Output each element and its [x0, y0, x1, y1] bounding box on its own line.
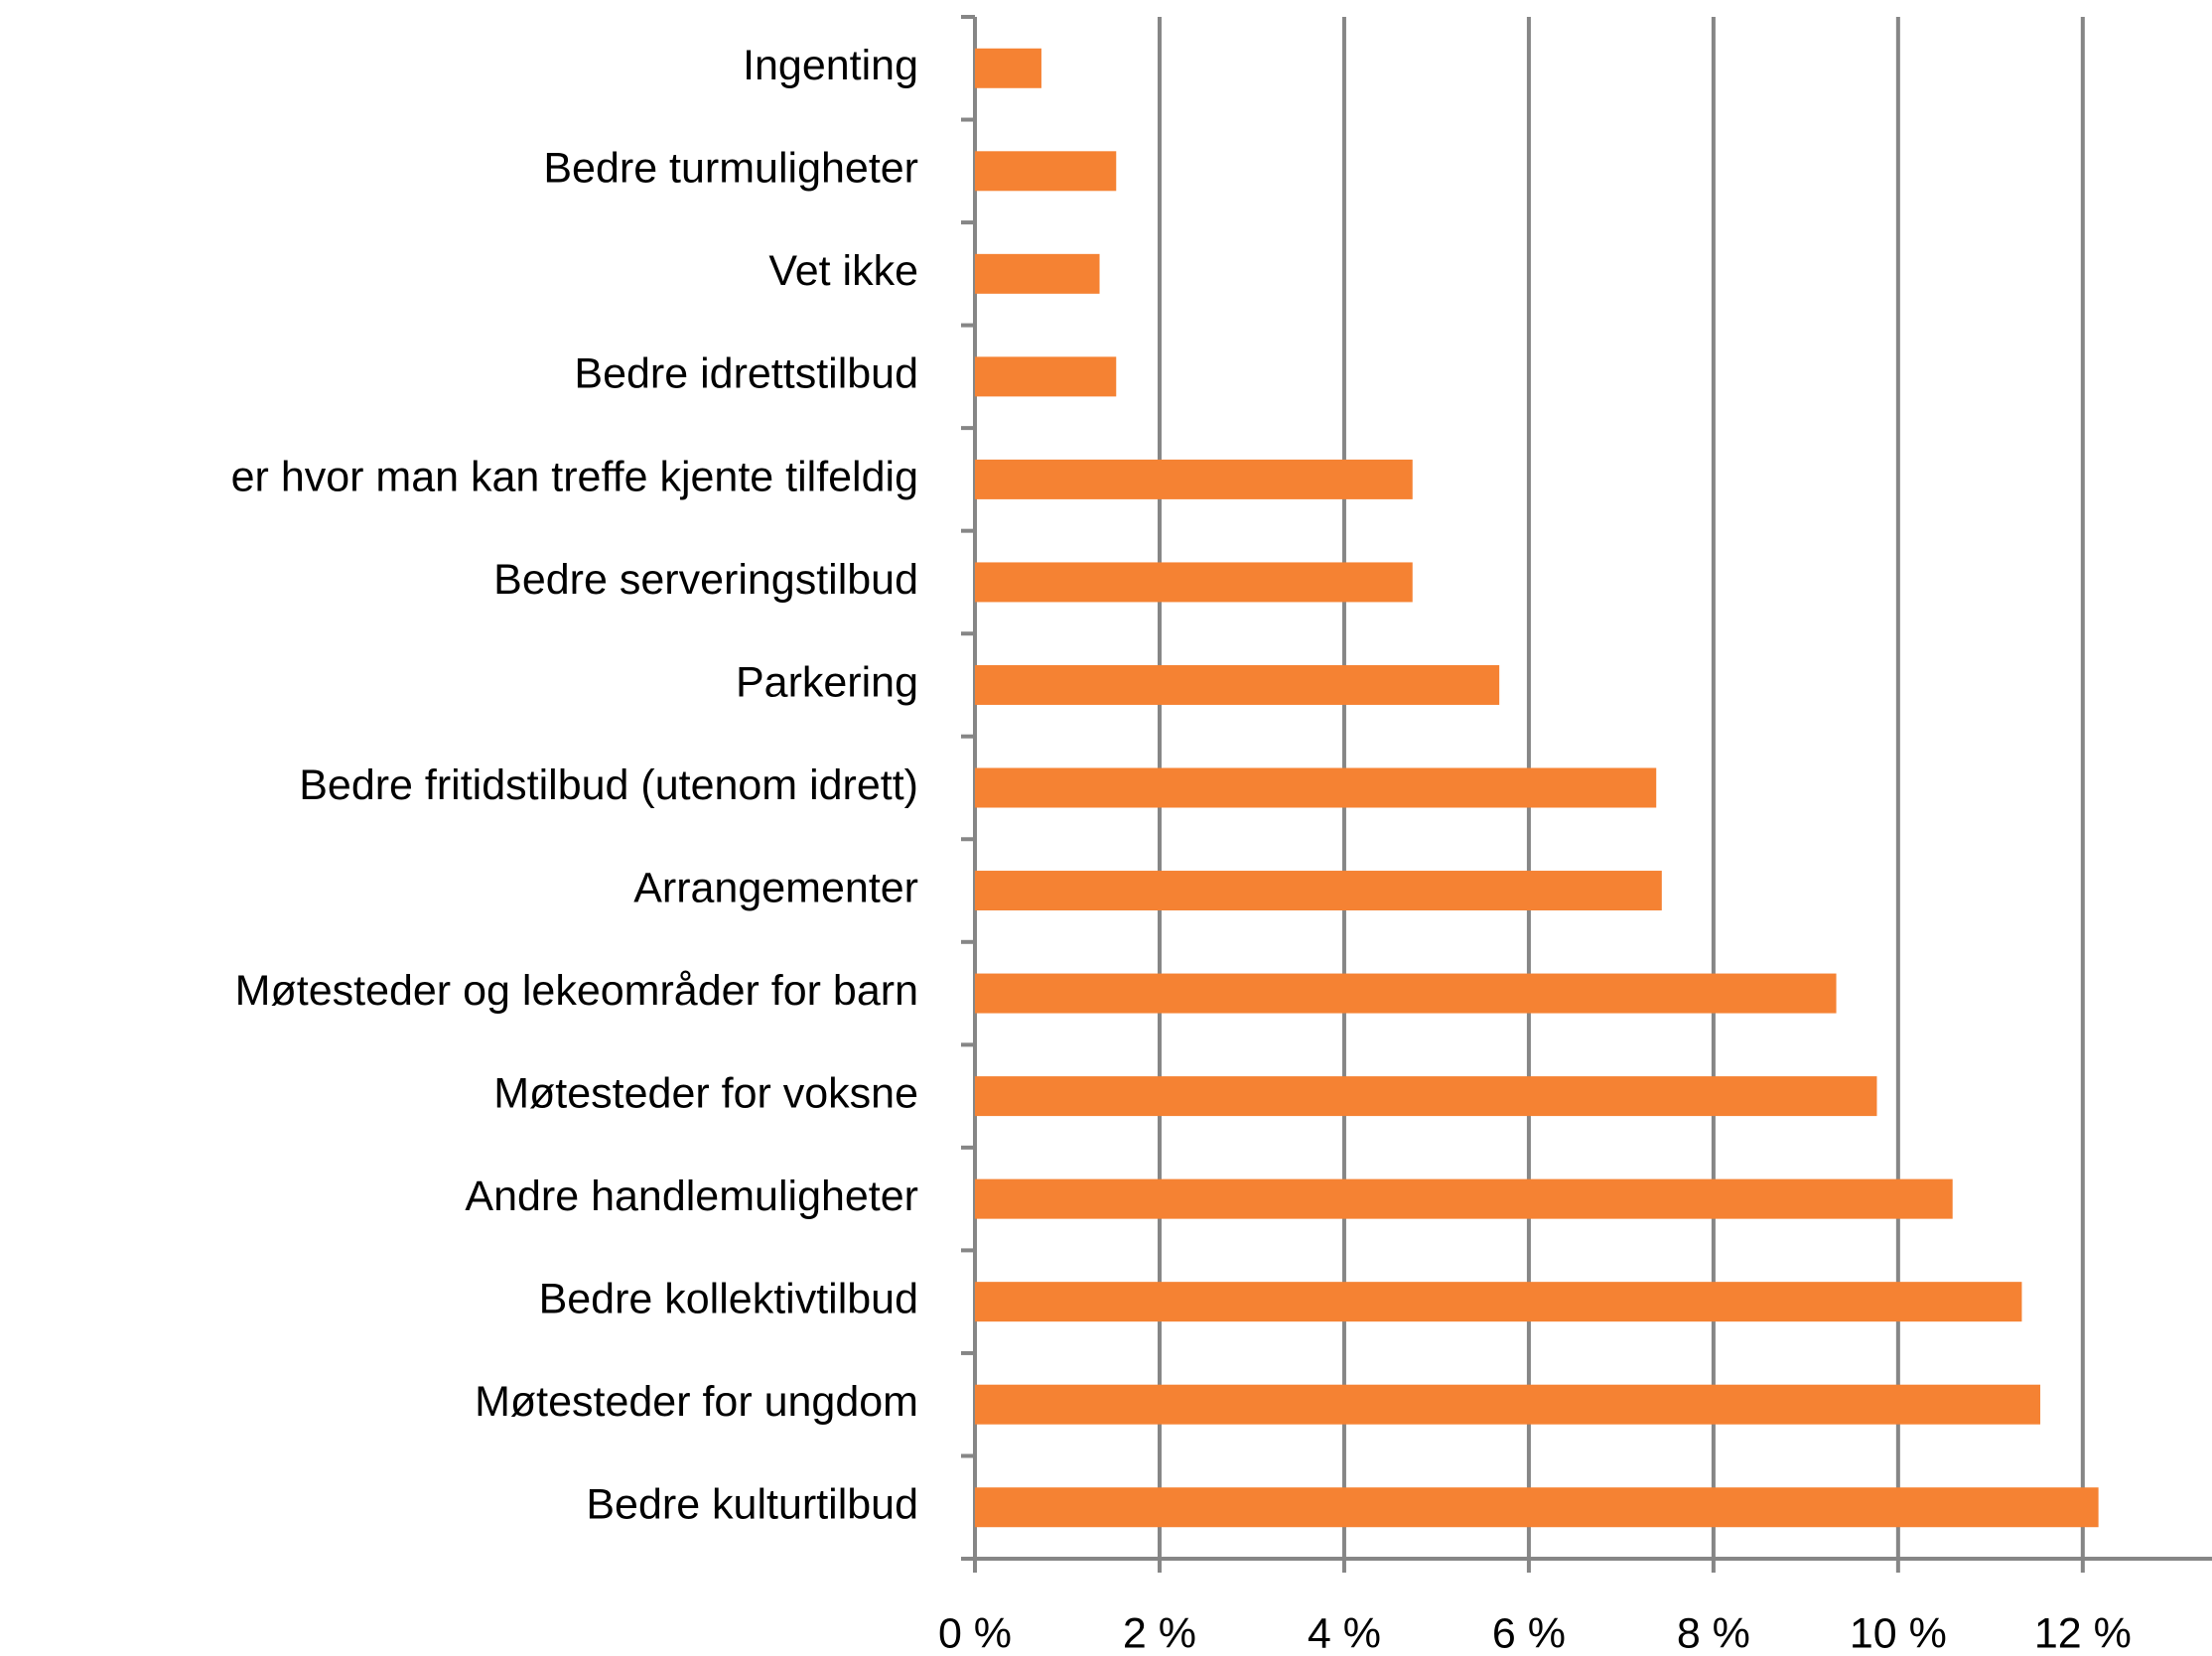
x-tick-label: 2 % — [1123, 1609, 1196, 1656]
y-tick-label: Bedre fritidstilbud (utenom idrett) — [299, 761, 918, 809]
bar — [975, 253, 1100, 294]
bar — [975, 664, 1500, 705]
bar — [975, 871, 1662, 911]
y-tick-label: Bedre kulturtilbud — [586, 1481, 918, 1529]
bar — [975, 151, 1117, 192]
x-tick-label: 10 % — [1850, 1609, 1947, 1656]
bar — [975, 1384, 2041, 1425]
x-tick-label: 6 % — [1492, 1609, 1566, 1656]
bar — [975, 1282, 2022, 1322]
y-tick-label: Ingenting — [743, 42, 918, 89]
bar — [975, 48, 1041, 88]
x-tick-label: 0 % — [938, 1609, 1012, 1656]
y-tick-label: Møtesteder for ungdom — [475, 1378, 918, 1426]
bar — [975, 1076, 1877, 1117]
y-tick-label: Bedre idrettstilbud — [574, 350, 918, 398]
y-tick-label: Bedre turmuligheter — [543, 145, 918, 193]
y-tick-label: Andre handlemuligheter — [465, 1173, 918, 1220]
bar — [975, 1487, 2099, 1528]
y-tick-label: Bedre serveringstilbud — [493, 556, 918, 604]
bar — [975, 1178, 1953, 1219]
y-tick-label: Parkering — [736, 658, 918, 706]
bar — [975, 459, 1413, 499]
y-tick-label: Vet ikke — [768, 247, 918, 295]
y-tick-label: Bedre kollektivtilbud — [539, 1276, 918, 1323]
bar — [975, 562, 1413, 603]
bar — [975, 356, 1117, 397]
x-tick-label: 12 % — [2034, 1609, 2132, 1656]
bar — [975, 767, 1657, 808]
y-tick-label: Møtesteder for voksne — [493, 1069, 918, 1117]
x-tick-label: 8 % — [1677, 1609, 1750, 1656]
y-tick-label: er hvor man kan treffe kjente tilfeldig — [231, 453, 918, 500]
x-tick-label: 4 % — [1308, 1609, 1381, 1656]
bar — [975, 973, 1837, 1014]
y-tick-label: Møtesteder og lekeområder for barn — [235, 967, 918, 1015]
y-tick-label: Arrangementer — [633, 864, 918, 911]
